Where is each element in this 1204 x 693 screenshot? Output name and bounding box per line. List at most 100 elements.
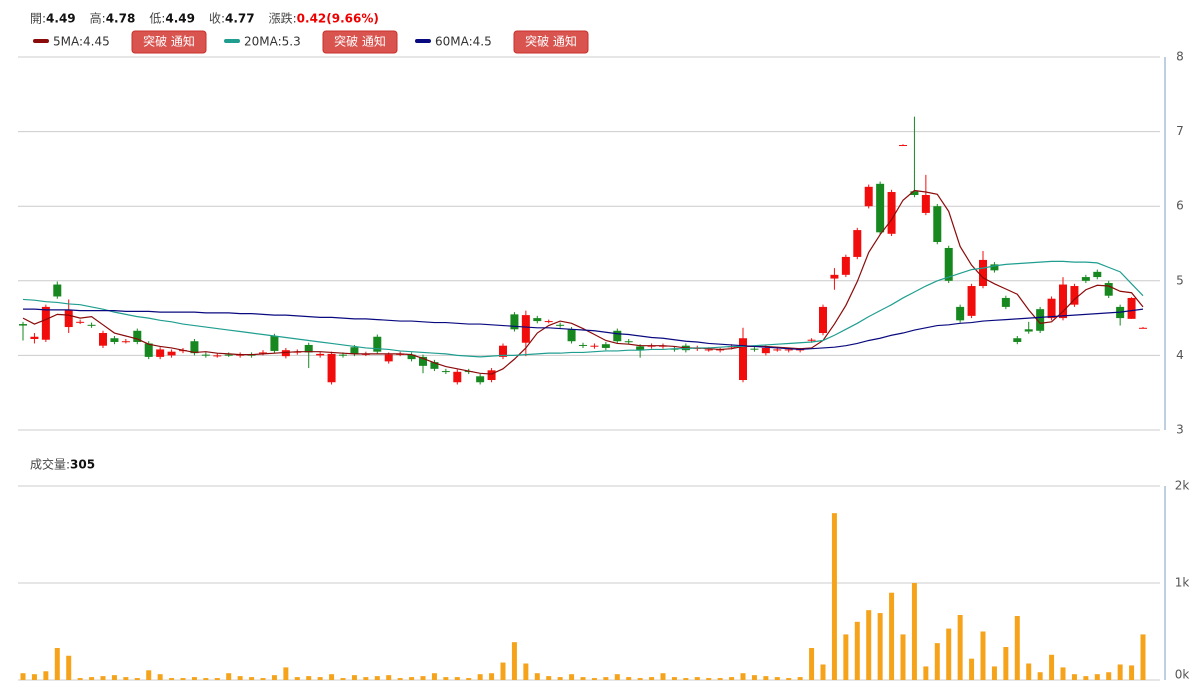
y-tick-label: 7: [1176, 124, 1184, 138]
volume-bar: [580, 677, 586, 680]
legend-swatch: [33, 39, 49, 43]
quote-label: 低:: [149, 12, 165, 26]
candle-body: [739, 338, 747, 381]
candle-body: [567, 329, 576, 342]
volume-bar: [991, 666, 997, 680]
candle-body: [636, 346, 645, 351]
candle-body: [441, 371, 450, 373]
notify-button[interactable]: 突破 通知: [322, 30, 398, 54]
candle-body: [304, 344, 313, 353]
volume-bar: [797, 677, 803, 680]
candle-body: [19, 324, 27, 326]
y-tick-label: 2k: [1175, 479, 1190, 493]
volume-bar: [740, 673, 746, 680]
candle-body: [1001, 297, 1010, 307]
volume-bar: [294, 677, 300, 680]
y-tick-label: 8: [1176, 50, 1184, 64]
volume-bar: [1094, 674, 1100, 680]
candle-body: [1070, 286, 1079, 305]
volume-bar: [443, 677, 449, 680]
volume-bar: [54, 647, 60, 680]
button-label[interactable]: 突破 通知: [143, 34, 195, 49]
quote-value: 4.49: [165, 12, 195, 26]
candle-body: [64, 309, 73, 328]
volume-bar: [409, 677, 415, 680]
candle-body: [1047, 298, 1056, 319]
volume-bar: [180, 678, 186, 680]
legend-swatch: [224, 39, 240, 43]
candle-body: [910, 191, 919, 196]
volume-bar: [226, 673, 232, 680]
candle-body: [499, 345, 507, 357]
legend-swatch: [415, 39, 431, 43]
volume-bar: [249, 677, 255, 680]
volume-bar: [820, 664, 826, 680]
y-tick-label: 6: [1176, 199, 1184, 213]
volume-bar: [1083, 676, 1089, 680]
candle-body: [327, 353, 336, 383]
candle-body: [270, 336, 279, 351]
candle-body: [76, 321, 85, 323]
candle-body: [921, 195, 930, 213]
volume-bar: [706, 678, 712, 680]
candle-body: [1059, 284, 1067, 319]
volume-bar: [523, 663, 529, 680]
notify-button[interactable]: 突破 通知: [513, 30, 589, 54]
candle-body: [956, 306, 965, 321]
volume-bar: [260, 678, 266, 680]
button-label[interactable]: 突破 通知: [525, 34, 577, 49]
button-bg[interactable]: [131, 30, 207, 54]
volume-bar: [500, 662, 506, 680]
candle-body: [87, 324, 96, 326]
candle-body: [41, 306, 50, 340]
ma-line: [23, 308, 1144, 351]
candle-body: [133, 330, 142, 342]
volume-bar: [637, 678, 643, 680]
volume-bar: [729, 677, 735, 680]
candle-body: [1093, 271, 1102, 278]
volume-bar: [1117, 664, 1123, 680]
volume-bar: [306, 676, 312, 680]
volume-bar: [671, 677, 677, 680]
volume-bar: [123, 677, 129, 680]
volume-bar: [214, 678, 220, 680]
volume-bar: [1071, 674, 1077, 680]
candle-body: [1013, 338, 1022, 342]
candle-body: [350, 347, 359, 354]
volume-bar: [751, 675, 757, 680]
quote-value: 4.77: [225, 12, 255, 26]
volume-bar: [546, 676, 552, 680]
legend-label: 60MA:4.5: [435, 35, 492, 49]
candle-body: [487, 370, 496, 381]
candle-body: [841, 256, 850, 275]
volume-bar: [626, 677, 632, 680]
volume-bar: [454, 677, 460, 680]
button-label[interactable]: 突破 通知: [334, 34, 386, 49]
candle-body: [944, 247, 953, 281]
candle-body: [967, 286, 976, 316]
candle-body: [773, 349, 782, 351]
candle-body: [590, 345, 599, 347]
candle-body: [784, 349, 793, 351]
button-bg[interactable]: [513, 30, 589, 54]
candle-body: [144, 343, 153, 357]
quote-label: 漲跌:: [269, 11, 297, 26]
volume-bar: [157, 674, 163, 680]
candle-body: [476, 376, 485, 383]
volume-bar: [877, 613, 883, 680]
candle-body: [533, 318, 542, 322]
button-bg[interactable]: [322, 30, 398, 54]
candle-body: [190, 341, 199, 354]
quote-value: 0.42(9.66%): [297, 12, 379, 26]
candle-body: [750, 348, 759, 350]
candle-body: [1024, 329, 1033, 332]
volume-bar: [569, 674, 575, 680]
volume-bar: [66, 655, 72, 680]
volume-bar: [431, 673, 437, 680]
notify-button[interactable]: 突破 通知: [131, 30, 207, 54]
ma-line: [22, 260, 1144, 358]
volume-bar: [511, 642, 517, 680]
volume-bar: [420, 676, 426, 680]
candle-body: [624, 341, 633, 343]
volume-bar: [1026, 663, 1032, 680]
